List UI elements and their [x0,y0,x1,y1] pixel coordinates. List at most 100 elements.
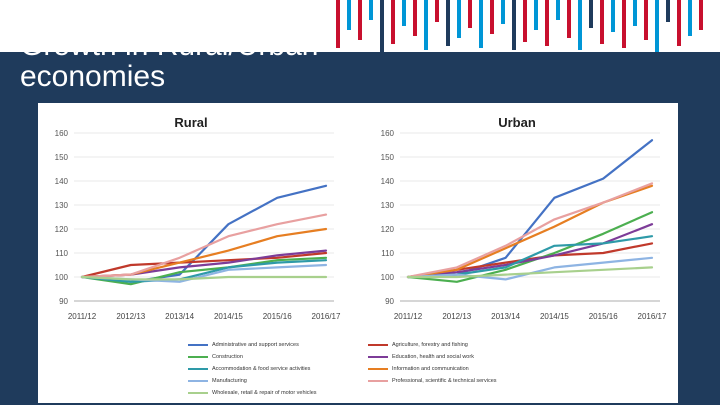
legend-swatch [188,392,208,394]
x-tick-label: 2012/13 [442,312,471,321]
barcode-bar [358,0,362,40]
chart-title: Urban [498,115,536,130]
series-line [406,211,654,283]
chart-panel: Rural 90 100 110 120 130 140 150 160 2011/12 2012/… [38,103,678,403]
barcode-bar [468,0,472,28]
series-line [406,266,654,279]
barcode-bar [534,0,538,30]
series-line [406,182,654,279]
legend-swatch [188,380,208,382]
y-tick-label: 160 [381,129,395,138]
barcode-bar [699,0,703,30]
barcode-bar [655,0,659,52]
barcode-bar [589,0,593,28]
y-tick-label: 140 [55,177,69,186]
barcode-bar [391,0,395,44]
barcode-bar [545,0,549,46]
barcode-bar [336,0,340,48]
barcode-bar [446,0,450,46]
legend-item: Administrative and support services [188,339,299,351]
y-tick-label: 120 [55,225,69,234]
y-tick-label: 150 [381,153,395,162]
x-tick-label: 2015/16 [589,312,618,321]
x-tick-label: 2013/14 [165,312,194,321]
legend-item: Education, health and social work [368,351,474,363]
barcode-bar [523,0,527,42]
legend-swatch [368,368,388,370]
y-tick-label: 150 [55,153,69,162]
legend-swatch [188,344,208,346]
legend-item: Agriculture, forestry and fishing [368,339,468,351]
series-line [80,213,328,279]
barcode-bar [567,0,571,38]
y-tick-label: 90 [59,297,68,306]
legend-swatch [188,356,208,358]
barcode-bar [380,0,384,52]
barcode-bar [490,0,494,34]
x-tick-label: 2015/16 [263,312,292,321]
series-line [80,256,328,286]
y-tick-label: 130 [381,201,395,210]
barcode-bar [688,0,692,36]
legend-label: Wholesale, retail & repair of motor vehi… [212,390,317,396]
x-tick-label: 2011/12 [68,312,97,321]
barcode-bar [666,0,670,22]
legend-swatch [368,356,388,358]
legend-label: Administrative and support services [212,342,299,348]
rural-chart: Rural 90 100 110 120 130 140 150 160 2011/12 2012/… [55,115,341,321]
barcode-bar [578,0,582,50]
barcode-bar [435,0,439,22]
x-tick-label: 2014/15 [540,312,569,321]
brand-barcode-logo [336,0,703,52]
barcode-bar [611,0,615,32]
x-tick-label: 2013/14 [491,312,520,321]
series-line [80,275,328,281]
barcode-bar [501,0,505,24]
legend-label: Construction [212,354,243,360]
legend-item: Wholesale, retail & repair of motor vehi… [188,387,317,399]
urban-chart: Urban 90 100 110 120 130 140 150 160 2011/12 2012/… [381,115,667,321]
y-tick-label: 130 [55,201,69,210]
legend-item: Accommodation & food service activities [188,363,310,375]
barcode-bar [479,0,483,48]
y-tick-label: 120 [381,225,395,234]
barcode-bar [457,0,461,38]
series-line [80,259,328,283]
legend-item: Construction [188,351,243,363]
barcode-bar [512,0,516,50]
barcode-bar [644,0,648,40]
barcode-bar [600,0,604,44]
x-tick-label: 2016/17 [638,312,667,321]
legend-swatch [368,344,388,346]
barcode-bar [369,0,373,20]
legend-label: Professional, scientific & technical ser… [392,378,497,384]
x-tick-label: 2014/15 [214,312,243,321]
chart-title: Rural [174,115,207,130]
legend-label: Accommodation & food service activities [212,366,311,372]
series-line [80,251,328,279]
y-tick-label: 100 [55,273,69,282]
chart-legend: Administrative and support services Agric… [38,333,678,403]
y-tick-label: 90 [385,297,394,306]
barcode-bar [622,0,626,48]
y-tick-label: 110 [381,249,394,258]
barcode-bar [347,0,351,30]
x-tick-label: 2011/12 [394,312,423,321]
y-tick-label: 140 [381,177,395,186]
legend-label: Education, health and social work [392,354,474,360]
legend-item: Professional, scientific & technical ser… [368,375,497,387]
series-line [406,223,654,279]
barcode-bar [677,0,681,46]
header-band [0,0,720,52]
barcode-bar [633,0,637,26]
barcode-bar [556,0,560,20]
slide-title: Growth in Rural/Urban economies [20,29,319,93]
legend-label: Information and communication [392,366,469,372]
barcode-bar [413,0,417,36]
y-tick-label: 100 [381,273,395,282]
y-tick-label: 110 [55,249,68,258]
legend-swatch [188,368,208,370]
legend-label: Agriculture, forestry and fishing [392,342,468,348]
x-tick-label: 2016/17 [312,312,341,321]
x-tick-label: 2012/13 [116,312,145,321]
